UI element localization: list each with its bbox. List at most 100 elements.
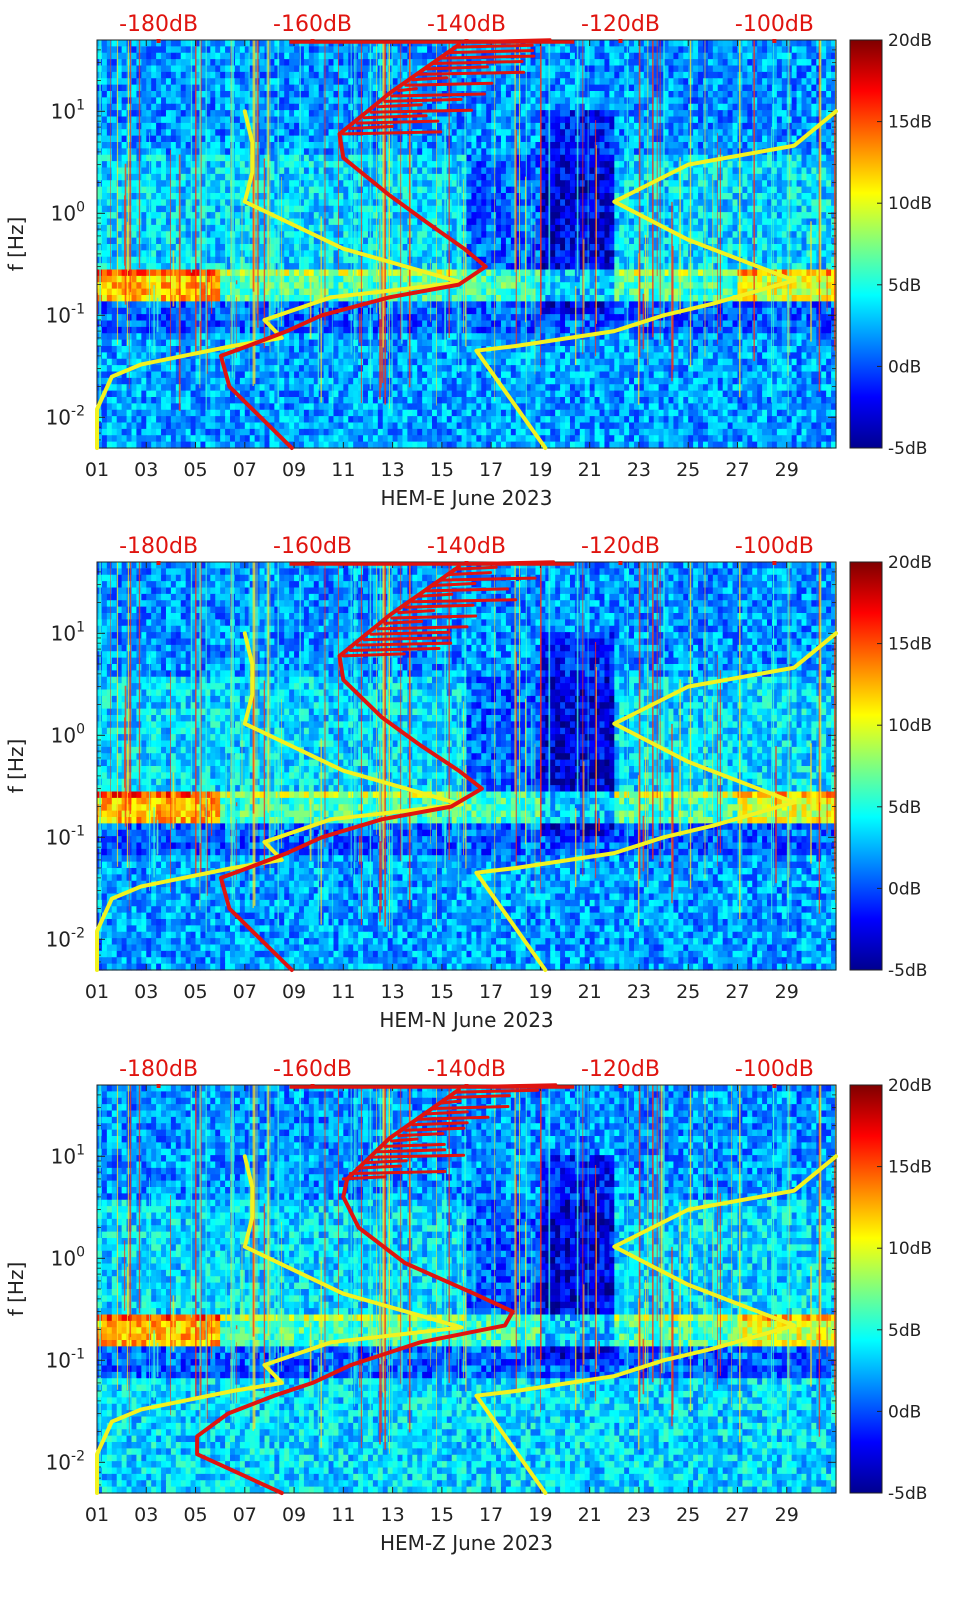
- y-tick-label: 10-2: [46, 403, 85, 429]
- red-noise-spike: [378, 1150, 445, 1152]
- x-tick-label: 27: [725, 981, 749, 1003]
- top-axis-tick: [157, 561, 161, 565]
- x-tick-label: 25: [676, 1504, 700, 1526]
- colorbar-tick-label: 0dB: [888, 357, 921, 377]
- top-axis-tick: [157, 1084, 161, 1088]
- x-tick-label: 23: [627, 1504, 651, 1526]
- x-tick-label: 21: [578, 981, 602, 1003]
- x-tick-label: 09: [282, 459, 306, 481]
- y-tick-label: 10-1: [46, 1346, 85, 1372]
- x-tick-label: 13: [381, 1504, 405, 1526]
- x-tick-label: 09: [282, 981, 306, 1003]
- x-tick-label: 11: [331, 981, 355, 1003]
- top-axis-tick-label: -120dB: [581, 1057, 660, 1082]
- red-noise-spike: [371, 632, 449, 634]
- top-axis-tick: [772, 1084, 776, 1088]
- x-tick-label: 07: [233, 459, 257, 481]
- colorbar-tick-label: 0dB: [888, 879, 921, 899]
- red-noise-spike: [371, 1155, 464, 1157]
- spectrogram-image: [97, 562, 837, 971]
- top-axis-tick-label: -140dB: [427, 534, 506, 559]
- red-noise-spike: [447, 1096, 509, 1098]
- top-axis-tick: [618, 39, 622, 43]
- red-noise-spike: [378, 627, 467, 629]
- x-tick-label: 01: [85, 981, 109, 1003]
- x-tick-label: 19: [528, 1504, 552, 1526]
- x-tick-label: 03: [134, 459, 158, 481]
- x-tick-label: 13: [381, 459, 405, 481]
- red-noise-spike: [385, 621, 422, 623]
- x-tick-label: 23: [627, 981, 651, 1003]
- red-noise-spike: [413, 600, 516, 602]
- red-noise-spike: [427, 67, 488, 69]
- red-noise-spike: [350, 649, 439, 651]
- x-tick-label: 17: [479, 459, 503, 481]
- x-tick-label: 03: [134, 981, 158, 1003]
- red-noise-spike: [420, 594, 452, 596]
- colorbar-tick-label: 10dB: [888, 1239, 932, 1259]
- x-tick-label: 13: [381, 981, 405, 1003]
- colorbar-tick-label: 20dB: [888, 31, 932, 51]
- red-noise-spike: [399, 611, 434, 613]
- red-noise-spike: [440, 1101, 460, 1103]
- x-axis-label: HEM-N June 2023: [379, 1008, 553, 1032]
- x-tick-label: 11: [331, 1504, 355, 1526]
- red-noise-spike: [399, 89, 417, 91]
- x-tick-label: 17: [479, 981, 503, 1003]
- x-tick-label: 01: [85, 1504, 109, 1526]
- colorbar: [850, 40, 882, 448]
- x-tick-label: 05: [183, 1504, 207, 1526]
- y-axis-label: f [Hz]: [4, 217, 28, 272]
- x-tick-label: 19: [528, 459, 552, 481]
- figure: 01 03 05 07 09 11 13 15 17 19 21 23 25 27 29 HEM-E June…: [0, 0, 962, 1599]
- x-axis-label: HEM-E June 2023: [381, 486, 553, 510]
- top-axis-tick-label: -160dB: [273, 1057, 352, 1082]
- spectrogram-image: [97, 40, 837, 449]
- red-noise-spike: [413, 1123, 468, 1125]
- red-noise-spike: [413, 78, 447, 80]
- top-axis-tick-label: -100dB: [735, 534, 814, 559]
- red-noise-spike: [440, 56, 534, 58]
- x-tick-label: 25: [676, 981, 700, 1003]
- x-tick-label: 05: [183, 459, 207, 481]
- colorbar-tick-label: 5dB: [888, 798, 921, 818]
- top-axis-tick: [157, 39, 161, 43]
- red-noise-spike: [454, 45, 532, 47]
- colorbar-tick-label: 5dB: [888, 1321, 921, 1341]
- x-tick-label: 15: [430, 459, 454, 481]
- top-axis-tick: [618, 561, 622, 565]
- red-noise-spike: [364, 1161, 406, 1163]
- red-noise-spike: [385, 99, 461, 101]
- colorbar: [850, 1085, 882, 1493]
- red-noise-spike: [392, 616, 476, 618]
- top-axis-tick-label: -160dB: [273, 12, 352, 37]
- red-noise-spike: [454, 567, 496, 569]
- y-tick-label: 10-2: [46, 925, 85, 951]
- red-noise-spike: [350, 1172, 445, 1174]
- colorbar: [850, 562, 882, 970]
- red-noise-spike: [385, 1144, 444, 1146]
- x-tick-label: 15: [430, 981, 454, 1003]
- x-tick-label: 01: [85, 459, 109, 481]
- red-noise-spike: [343, 1177, 385, 1179]
- x-tick-label: 29: [775, 459, 799, 481]
- top-axis-tick-label: -100dB: [735, 12, 814, 37]
- x-tick-label: 15: [430, 1504, 454, 1526]
- top-axis-tick-label: -120dB: [581, 12, 660, 37]
- y-tick-label: 100: [51, 199, 85, 225]
- colorbar-tick-label: 15dB: [888, 1158, 932, 1178]
- red-noise-spike: [406, 83, 492, 85]
- red-noise-spike: [420, 1117, 489, 1119]
- x-axis-label: HEM-Z June 2023: [380, 1531, 553, 1555]
- red-noise-spike: [406, 605, 473, 607]
- x-tick-label: 23: [627, 459, 651, 481]
- red-noise-spike: [440, 578, 535, 580]
- x-tick-label: 25: [676, 459, 700, 481]
- red-noise-spike: [447, 573, 490, 575]
- red-noise-spike: [433, 584, 475, 586]
- red-noise-spike: [343, 654, 404, 656]
- colorbar-tick-label: 10dB: [888, 716, 932, 736]
- red-noise-spike: [350, 127, 392, 129]
- x-tick-label: 11: [331, 459, 355, 481]
